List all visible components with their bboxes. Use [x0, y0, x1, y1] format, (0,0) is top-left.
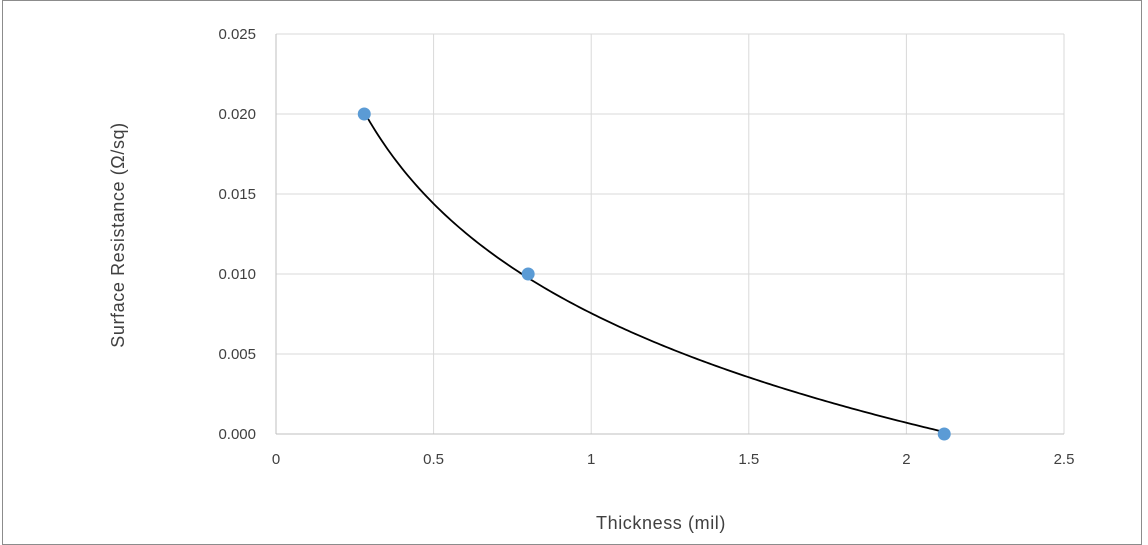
data-point — [357, 107, 371, 121]
y-tick-label: 0.010 — [218, 266, 256, 283]
x-tick-label: 2.5 — [1054, 451, 1075, 468]
axes — [275, 34, 1064, 435]
x-tick-label: 2 — [902, 451, 910, 468]
data-point — [937, 427, 951, 441]
x-axis-title: Thickness (mil) — [596, 513, 726, 533]
y-tick-label: 0.020 — [218, 106, 256, 123]
data-point — [521, 267, 535, 281]
x-tick-label: 0.5 — [423, 451, 444, 468]
trendline — [363, 111, 945, 433]
data-points — [357, 107, 951, 441]
y-tick-label: 0.005 — [218, 346, 256, 363]
y-tick-label: 0.000 — [218, 426, 256, 443]
gridlines — [276, 33, 1065, 434]
tick-labels: 0 0.5 1 1.5 2 2.5 0.000 0.005 0.010 0.015 0.020 0.0… — [218, 26, 1074, 468]
x-tick-label: 0 — [272, 451, 280, 468]
x-tick-label: 1.5 — [738, 451, 759, 468]
x-tick-label: 1 — [587, 451, 595, 468]
y-tick-label: 0.015 — [218, 186, 256, 203]
y-tick-label: 0.025 — [218, 26, 256, 43]
y-axis-title: Surface Resistance (Ω/sq) — [108, 122, 128, 348]
